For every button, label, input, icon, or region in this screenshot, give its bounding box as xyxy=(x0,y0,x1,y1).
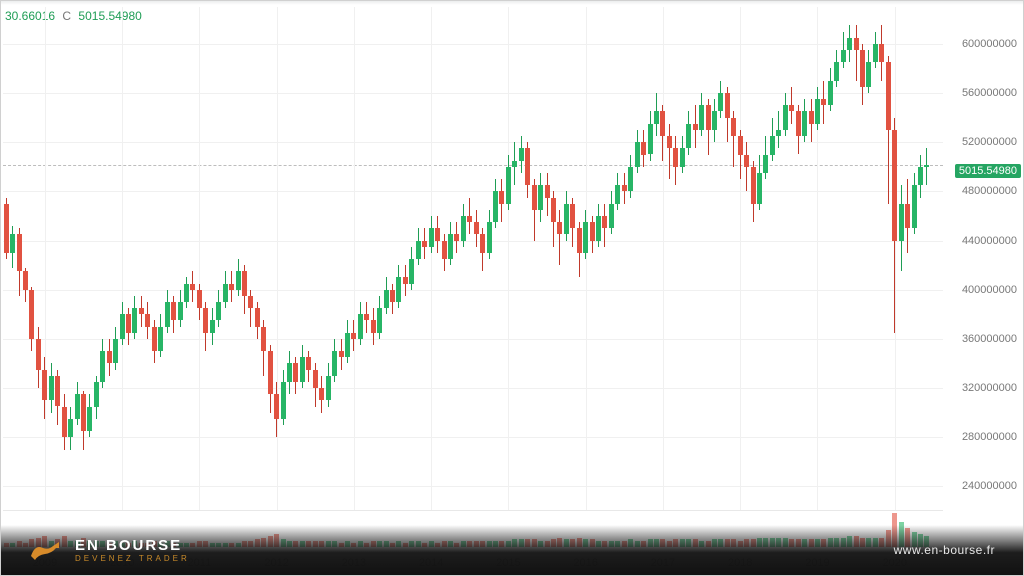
brand-text: EN BOURSE DEVENEZ TRADER xyxy=(75,538,190,563)
chart-frame: 30.66016 C 5015.54980 240000000280000000… xyxy=(0,0,1024,576)
y-tick: 600000000 xyxy=(962,38,1017,50)
footer: EN BOURSE DEVENEZ TRADER www.en-bourse.f… xyxy=(1,525,1023,575)
price-chart[interactable] xyxy=(3,7,943,511)
bull-logo-icon xyxy=(29,536,65,564)
y-tick: 520000000 xyxy=(962,136,1017,148)
brand: EN BOURSE DEVENEZ TRADER xyxy=(29,536,190,564)
y-tick: 560000000 xyxy=(962,87,1017,99)
y-tick: 400000000 xyxy=(962,284,1017,296)
brand-sub: DEVENEZ TRADER xyxy=(75,555,190,563)
y-tick: 440000000 xyxy=(962,235,1017,247)
y-tick: 360000000 xyxy=(962,333,1017,345)
y-tick: 480000000 xyxy=(962,185,1017,197)
price-flag: 5015.54980 xyxy=(955,164,1021,178)
frame-top-highlight xyxy=(1,1,1023,5)
y-axis: 240000000 280000000 320000000 360000000 4000… xyxy=(943,7,1023,511)
brand-main: EN BOURSE xyxy=(75,538,190,553)
y-tick: 280000000 xyxy=(962,431,1017,443)
y-tick: 320000000 xyxy=(962,382,1017,394)
brand-url: www.en-bourse.fr xyxy=(894,543,995,557)
y-tick: 240000000 xyxy=(962,480,1017,492)
